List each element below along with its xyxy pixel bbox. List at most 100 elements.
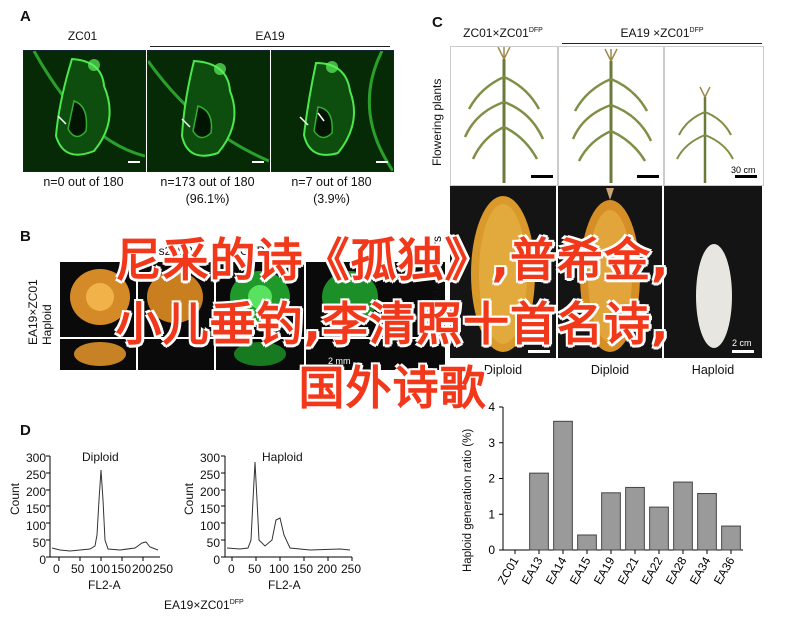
bar-ea14 [553, 420, 573, 551]
caption-a3-line2: (3.9%) [313, 192, 350, 206]
plot1-title: Diploid [82, 450, 119, 464]
plot1-xtick: 250 [153, 562, 174, 576]
ytick: 200 [25, 485, 46, 499]
y-tick-label: 4 [488, 400, 495, 414]
x-tick-label: EA13 [519, 554, 546, 587]
panel-b-header-fragment: Ds2cD2 [150, 244, 193, 258]
ytick: 100 [25, 519, 46, 533]
panel-a-label: A [20, 8, 31, 25]
plant-image-3: 30 cm [664, 46, 764, 186]
ytick: 0 [213, 553, 220, 567]
histogram-haploid [221, 455, 353, 561]
panel-b-label: B [20, 228, 31, 245]
x-tick-label: EA34 [687, 554, 714, 587]
x-tick-label: EA36 [711, 554, 738, 587]
histogram-diploid [46, 455, 160, 561]
scale-ears-text: 2 cm [732, 338, 752, 348]
panel-c-header1-text: ZC01×ZC01 [463, 26, 529, 40]
plot1-xtick: 200 [132, 562, 153, 576]
x-tick-label: EA19 [591, 554, 618, 587]
caption-a2-line2: (96.1%) [185, 192, 230, 206]
y-tick-label: 1 [488, 507, 495, 521]
plot2-ylabel: Count [182, 482, 196, 515]
micro-image-ea19-a [147, 50, 270, 172]
plot2-xtick: 200 [317, 562, 338, 576]
micro-image-ea19-b [271, 50, 394, 172]
plot1-xlabel: FL2-A [88, 578, 121, 592]
plot1-ylabel: Count [8, 482, 22, 515]
plot1-xtick: 100 [90, 562, 111, 576]
scale-plants-text: 30 cm [731, 165, 756, 175]
ytick: 50 [32, 536, 46, 550]
plot2-xlabel: FL2-A [268, 578, 301, 592]
panel-c-header2-text: EA19 ×ZC01 [620, 26, 690, 40]
plot2-xtick: 100 [269, 562, 290, 576]
column-label-2: Diploid [590, 363, 630, 377]
bar-ea21 [625, 486, 645, 551]
bar-ea19 [601, 492, 621, 551]
ear-image-1 [450, 186, 556, 358]
panel-c-header1-sup: DFP [528, 27, 543, 34]
ytick: 150 [199, 502, 220, 516]
caption-a2-line1: n=173 out of 180 [160, 175, 255, 189]
bar-ea34 [697, 493, 717, 551]
panel-c-header2-sup: DFP [689, 27, 704, 34]
panel-b-image-strip: 2 mm [60, 262, 445, 370]
x-tick-label: EA22 [639, 554, 666, 587]
micro-image-zc01 [23, 50, 146, 172]
y-tick-label: 3 [488, 436, 495, 450]
panel-c-header1: ZC01×ZC01DFP [448, 26, 558, 40]
caption-a1: n=0 out of 180 [23, 174, 144, 191]
ytick: 100 [199, 519, 220, 533]
ytick: 200 [199, 485, 220, 499]
panel-a-group1: ZC01 [67, 29, 98, 43]
x-tick-label: EA21 [615, 554, 642, 587]
x-tick-label: ZC01 [495, 554, 522, 587]
bar-chart-ylabel: Haploid generation ratio (%) [462, 428, 474, 572]
ytick: 150 [25, 502, 46, 516]
x-tick-label: EA28 [663, 554, 690, 587]
plot2-yticks: 300 250 200 150 100 50 0 [198, 450, 220, 569]
plot1-yticks: 300 250 200 150 100 50 0 [24, 450, 46, 569]
bar-ea36 [721, 525, 741, 551]
overlay-title-line3: 国外诗歌 [298, 361, 487, 415]
panel-a-group2: EA19 [255, 29, 285, 43]
caption-a3-line1: n=7 out of 180 [291, 175, 372, 189]
panel-b-scale-text: 2 mm [328, 356, 351, 366]
plot1-xtick: 0 [53, 562, 60, 576]
ear-image-2 [558, 186, 662, 358]
panel-d-footer-sup: DFP [229, 599, 244, 606]
y-tick-label: 2 [488, 472, 495, 486]
panel-c-header2-line [562, 43, 762, 44]
x-tick-label: EA14 [543, 554, 570, 587]
panel-a-group2-line [150, 46, 390, 47]
ytick: 0 [39, 553, 46, 567]
bar-ea15 [577, 534, 597, 551]
panel-c-row1-label: Flowering plants [430, 78, 444, 166]
bar-ea22 [649, 506, 669, 551]
ytick: 300 [199, 451, 220, 465]
panel-b-header-gfp: GFP [240, 244, 265, 258]
plot2-xtick: 250 [341, 562, 362, 576]
haploid-ratio-bar-chart: 01234ZC01EA13EA14EA15EA19EA21EA22EA28EA3… [488, 400, 743, 587]
column-label-1: Diploid [483, 363, 523, 377]
panel-c-label: C [432, 14, 443, 31]
panel-d-footer-text: EA19×ZC01 [164, 598, 230, 612]
plant-image-1 [450, 46, 558, 186]
ear-image-3: 2 cm [664, 186, 762, 358]
ytick: 250 [25, 468, 46, 482]
ytick: 300 [25, 451, 46, 465]
plot2-xtick: 150 [293, 562, 314, 576]
plant-image-2 [558, 46, 664, 186]
column-label-3: Haploid [691, 363, 735, 377]
plot2-title: Haploid [262, 450, 303, 464]
overlay-title-line1: 尼采的诗《孤独》,普希金, [115, 233, 670, 287]
bar-ea13 [529, 472, 549, 551]
caption-a1-line1: n=0 out of 180 [43, 175, 124, 189]
panel-c-header2: EA19 ×ZC01DFP [562, 26, 762, 40]
plot1-xtick: 50 [71, 562, 85, 576]
ytick: 50 [206, 536, 220, 550]
plot2-xtick: 0 [228, 562, 235, 576]
caption-a3: n=7 out of 180 (3.9%) [271, 174, 392, 208]
bar-ea28 [673, 481, 693, 551]
